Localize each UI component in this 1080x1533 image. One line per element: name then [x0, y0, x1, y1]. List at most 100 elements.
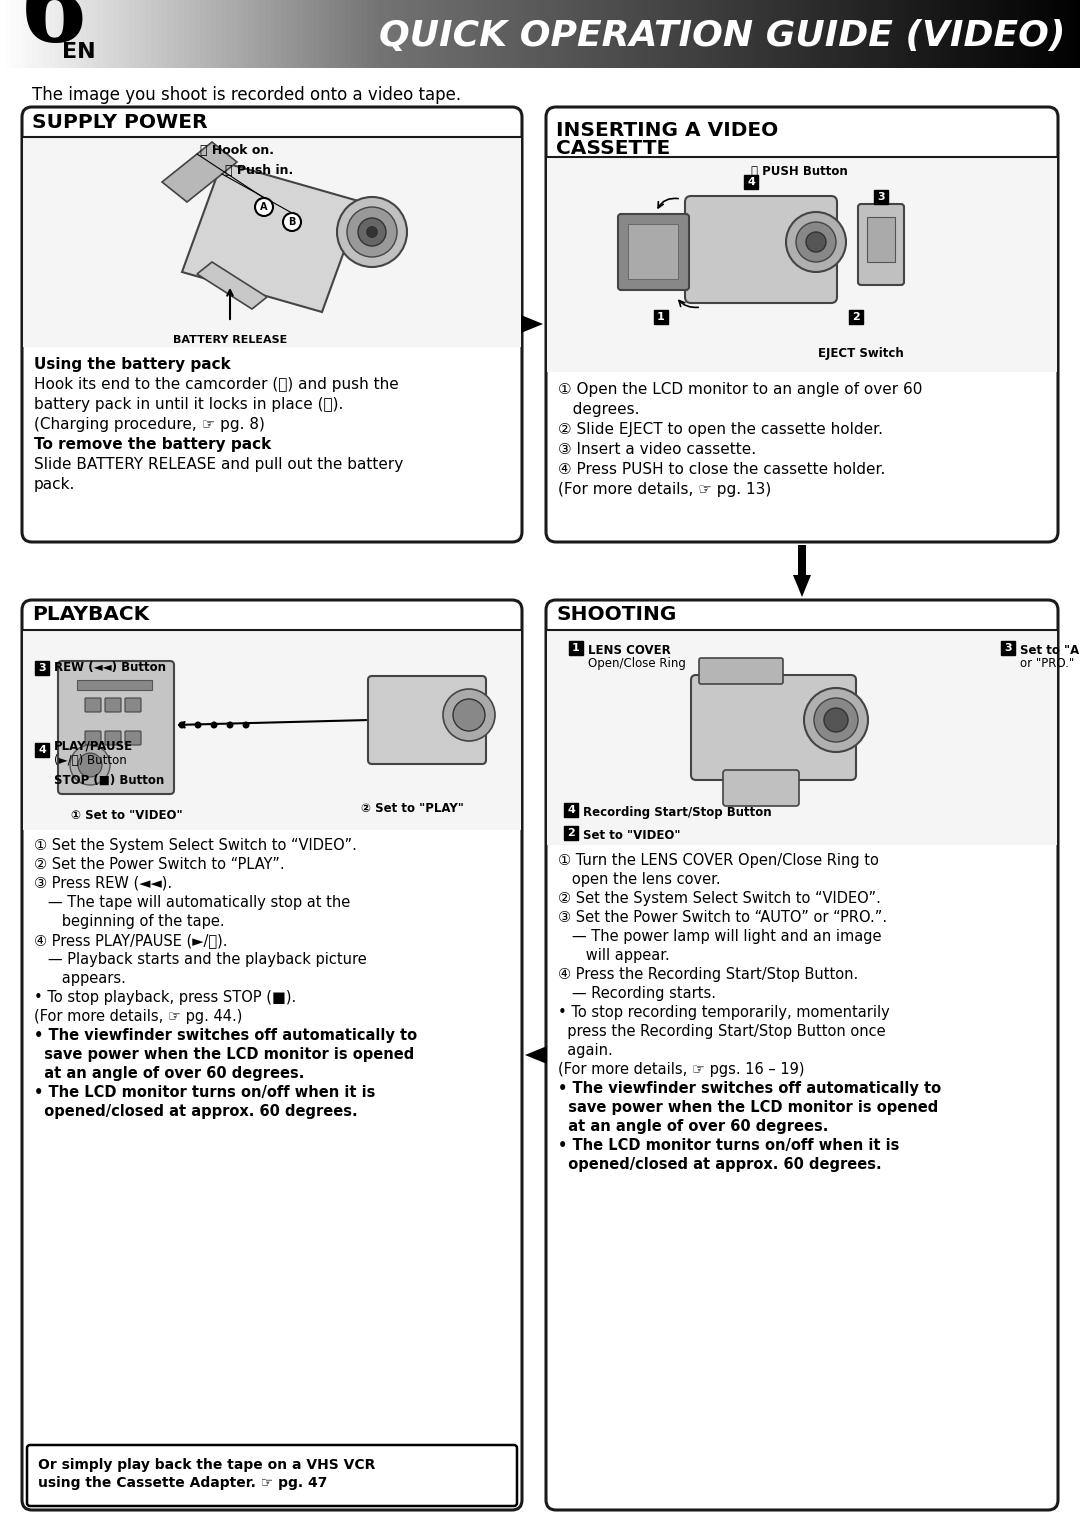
Bar	[545, 0, 551, 67]
FancyBboxPatch shape	[858, 204, 904, 285]
Text: Or simply play back the tape on a VHS VCR: Or simply play back the tape on a VHS VC…	[38, 1458, 376, 1472]
Bar	[1064, 0, 1069, 67]
Bar	[562, 0, 567, 67]
Text: (For more details, ☞ pgs. 16 – 19): (For more details, ☞ pgs. 16 – 19)	[558, 1062, 805, 1078]
Text: again.: again.	[558, 1042, 612, 1058]
Bar	[670, 0, 675, 67]
Bar	[443, 0, 448, 67]
FancyBboxPatch shape	[546, 107, 1058, 543]
Bar	[319, 0, 324, 67]
Bar	[49, 0, 54, 67]
Bar	[967, 0, 972, 67]
Text: ① Open the LCD monitor to an angle of over 60: ① Open the LCD monitor to an angle of ov…	[558, 382, 922, 397]
Text: • The LCD monitor turns on/off when it is: • The LCD monitor turns on/off when it i…	[33, 1085, 376, 1101]
Bar	[691, 0, 697, 67]
Bar	[569, 641, 583, 655]
Bar	[470, 0, 475, 67]
Text: SHOOTING: SHOOTING	[556, 606, 676, 624]
Polygon shape	[521, 314, 543, 333]
Bar	[410, 0, 416, 67]
Text: BATTERY RELEASE: BATTERY RELEASE	[173, 336, 287, 345]
Bar	[221, 0, 227, 67]
Bar	[794, 0, 799, 67]
Bar	[340, 0, 346, 67]
Bar	[875, 0, 880, 67]
Bar	[432, 0, 437, 67]
Bar	[76, 0, 81, 67]
Bar	[902, 0, 907, 67]
Bar	[869, 0, 875, 67]
FancyBboxPatch shape	[618, 215, 689, 290]
Bar	[194, 0, 200, 67]
Text: A: A	[260, 202, 268, 212]
Text: — Recording starts.: — Recording starts.	[558, 986, 716, 1001]
Text: Set to "AUTO": Set to "AUTO"	[1020, 644, 1080, 658]
Bar	[859, 0, 864, 67]
Bar	[756, 0, 761, 67]
Bar	[5, 0, 11, 67]
Text: • To stop playback, press STOP (■).: • To stop playback, press STOP (■).	[33, 990, 296, 1006]
Bar	[648, 0, 653, 67]
Text: at an angle of over 60 degrees.: at an angle of over 60 degrees.	[33, 1065, 305, 1081]
Bar	[54, 0, 59, 67]
Bar	[675, 0, 680, 67]
Text: will appear.: will appear.	[558, 947, 670, 963]
Text: 4: 4	[747, 176, 755, 187]
Bar	[621, 0, 626, 67]
Bar	[1048, 0, 1053, 67]
Bar	[556, 0, 562, 67]
FancyBboxPatch shape	[85, 698, 102, 711]
Bar	[923, 0, 929, 67]
Text: save power when the LCD monitor is opened: save power when the LCD monitor is opene…	[558, 1101, 939, 1114]
Bar	[405, 0, 410, 67]
Bar	[373, 0, 378, 67]
Text: QUICK OPERATION GUIDE (VIDEO): QUICK OPERATION GUIDE (VIDEO)	[379, 18, 1065, 54]
Bar	[535, 0, 540, 67]
Bar	[772, 0, 778, 67]
Bar	[697, 0, 702, 67]
Bar	[961, 0, 967, 67]
Bar	[491, 0, 497, 67]
Text: or "PRO.": or "PRO."	[1020, 658, 1075, 670]
FancyBboxPatch shape	[105, 698, 121, 711]
Circle shape	[443, 688, 495, 740]
Text: SUPPLY POWER: SUPPLY POWER	[32, 112, 207, 132]
Bar	[810, 0, 815, 67]
FancyBboxPatch shape	[685, 196, 837, 304]
Bar	[853, 0, 859, 67]
Bar	[867, 218, 895, 262]
Bar	[956, 0, 961, 67]
Text: degrees.: degrees.	[558, 402, 639, 417]
Text: Recording Start/Stop Button: Recording Start/Stop Button	[583, 806, 771, 819]
Text: ④ Press the Recording Start/Stop Button.: ④ Press the Recording Start/Stop Button.	[558, 967, 859, 983]
Bar	[173, 0, 178, 67]
Bar	[1031, 0, 1037, 67]
Bar	[135, 0, 140, 67]
Text: ③ Insert a video cassette.: ③ Insert a video cassette.	[558, 442, 756, 457]
Bar	[724, 0, 729, 67]
Bar	[1069, 0, 1075, 67]
Text: ③ Press REW (◄◄).: ③ Press REW (◄◄).	[33, 875, 172, 891]
Bar	[864, 0, 869, 67]
Bar	[783, 0, 788, 67]
Bar	[605, 0, 610, 67]
Circle shape	[255, 198, 273, 216]
Bar	[745, 0, 751, 67]
Bar	[891, 0, 896, 67]
Text: ② Set the System Select Switch to “VIDEO”.: ② Set the System Select Switch to “VIDEO…	[558, 891, 881, 906]
Bar	[886, 0, 891, 67]
Bar	[157, 0, 162, 67]
Text: ② Slide EJECT to open the cassette holder.: ② Slide EJECT to open the cassette holde…	[558, 422, 883, 437]
Bar	[308, 0, 313, 67]
Bar	[23, 136, 521, 346]
Bar	[578, 0, 583, 67]
Bar	[610, 0, 616, 67]
FancyBboxPatch shape	[368, 676, 486, 763]
Bar	[400, 0, 405, 67]
Bar	[994, 0, 999, 67]
Bar	[999, 0, 1004, 67]
Bar	[837, 0, 842, 67]
Bar	[546, 156, 1057, 373]
Bar	[1026, 0, 1031, 67]
Bar	[583, 0, 589, 67]
